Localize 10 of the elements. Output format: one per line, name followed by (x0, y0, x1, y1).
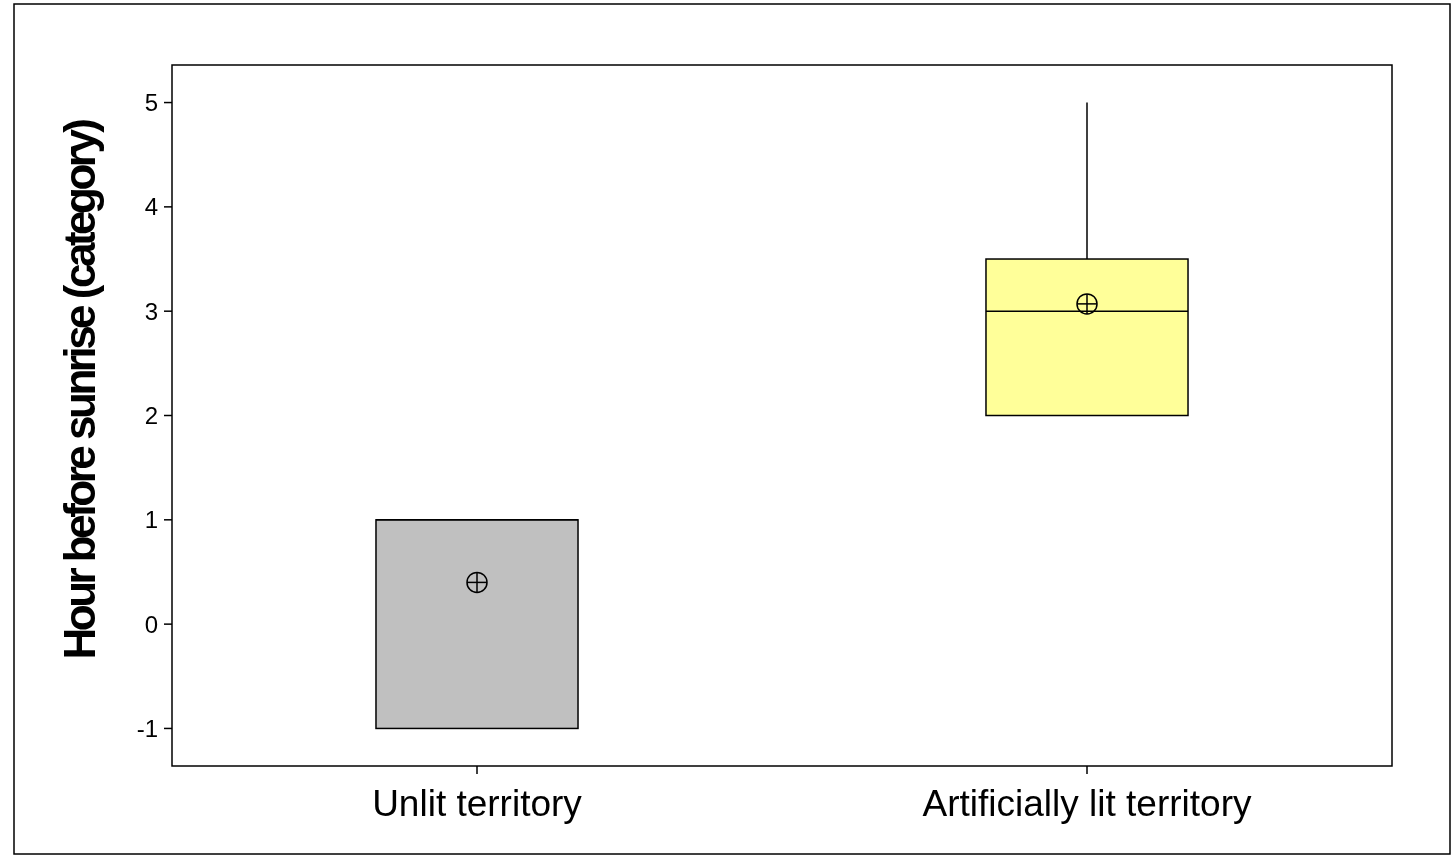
y-tick-label: 3 (144, 297, 158, 325)
y-axis-title: Hour before sunrise (category) (55, 119, 104, 660)
x-tick-label: Unlit territory (372, 783, 583, 824)
y-tick-label: -1 (136, 714, 158, 742)
y-tick-label: 2 (144, 401, 158, 429)
x-tick-label: Artificially lit territory (922, 783, 1252, 824)
y-tick-label: 4 (144, 193, 158, 221)
y-tick-label: 5 (144, 88, 158, 116)
y-tick-label: 1 (144, 506, 158, 534)
y-tick-label: 0 (144, 610, 158, 638)
